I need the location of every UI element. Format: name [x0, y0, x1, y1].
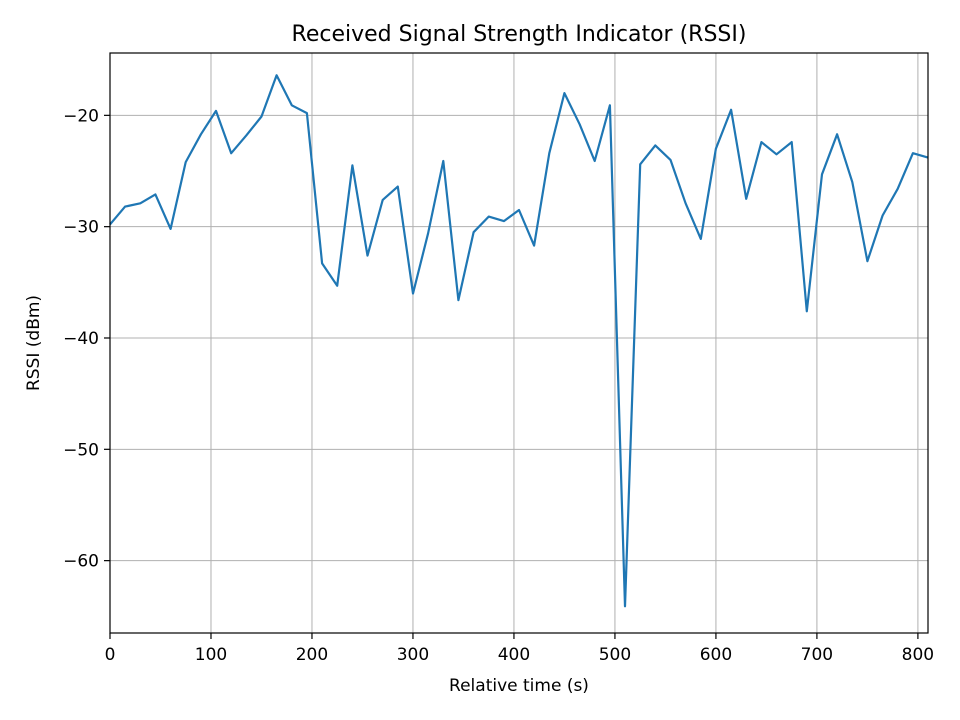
x-tick-label: 0	[105, 645, 116, 665]
series-line	[109, 74, 929, 608]
x-tick-label: 300	[397, 645, 429, 665]
x-tick-label: 800	[902, 645, 934, 665]
axis-ticks	[104, 114, 919, 639]
x-tick-label: 400	[498, 645, 530, 665]
x-tick-label: 100	[195, 645, 227, 665]
chart-title: Received Signal Strength Indicator (RSSI…	[292, 22, 747, 47]
x-tick-label: 500	[599, 645, 631, 665]
plot-frame	[109, 52, 929, 634]
y-tick-label: −20	[63, 106, 99, 126]
tick-labels: 0 100 200 300 400 500 600 700 800 −60 −50 −40 −30 −20	[63, 106, 934, 665]
grid	[109, 53, 928, 633]
x-tick-label: 600	[700, 645, 732, 665]
y-tick-label: −30	[63, 218, 99, 238]
x-axis-label: Relative time (s)	[449, 676, 589, 696]
x-tick-label: 700	[801, 645, 833, 665]
y-tick-label: −60	[63, 552, 99, 572]
y-tick-label: −40	[63, 329, 99, 349]
y-axis-label: RSSI (dBm)	[24, 295, 44, 391]
y-tick-label: −50	[63, 440, 99, 460]
x-tick-label: 200	[296, 645, 328, 665]
